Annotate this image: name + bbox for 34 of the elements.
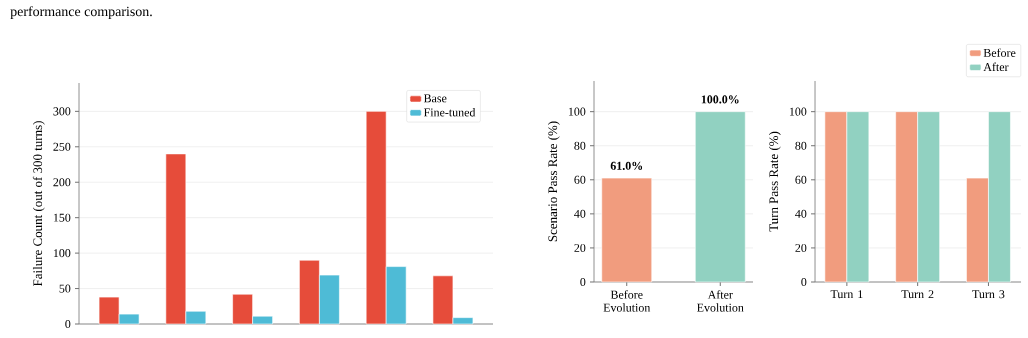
x-tick-label: Turn 2 xyxy=(901,290,934,299)
y-tick-label: 40 xyxy=(574,209,586,218)
y-tick-label: 100 xyxy=(53,249,71,258)
x-tick-label: Turn 3 xyxy=(972,290,1005,299)
legend-label: Base xyxy=(423,94,447,103)
y-tick-label: 0 xyxy=(65,319,71,329)
y-tick-label: 80 xyxy=(574,141,586,150)
y-tick-label: 80 xyxy=(795,141,807,150)
y-tick-label: 100 xyxy=(789,107,807,116)
y-tick-label: 300 xyxy=(53,107,71,116)
y-tick-label: 50 xyxy=(59,284,71,293)
x-tick-label: Before Evolution xyxy=(603,290,651,312)
y-tick-label: 150 xyxy=(53,213,71,222)
x-tick-label: After Evolution xyxy=(697,290,744,312)
x-tick-label: Turn 1 xyxy=(830,290,863,299)
y-tick-label: 100 xyxy=(568,107,586,116)
y-tick-label: 200 xyxy=(53,178,71,187)
y-tick-label: 20 xyxy=(574,243,586,252)
legend-label: Fine-tuned xyxy=(423,108,476,117)
y-tick-label: 250 xyxy=(53,142,71,151)
y-tick-label: 60 xyxy=(574,175,586,184)
data-label: 100.0% xyxy=(701,95,739,104)
legend-label: After xyxy=(983,62,1009,72)
y-tick-label: 0 xyxy=(580,277,586,287)
y-tick-label: 40 xyxy=(795,209,807,218)
y-tick-label: 0 xyxy=(801,277,807,287)
y-axis-title: Scenario Pass Rate (%) xyxy=(547,121,560,242)
y-axis-title: Failure Count (out of 300 turns) xyxy=(32,121,45,287)
y-tick-label: 20 xyxy=(795,243,807,252)
y-axis-title: Turn Pass Rate (%) xyxy=(768,131,781,232)
legend-label: Before xyxy=(983,48,1016,57)
text: performance comparison. xyxy=(10,6,152,19)
y-tick-label: 60 xyxy=(795,175,807,184)
data-label: 61.0% xyxy=(610,161,643,170)
